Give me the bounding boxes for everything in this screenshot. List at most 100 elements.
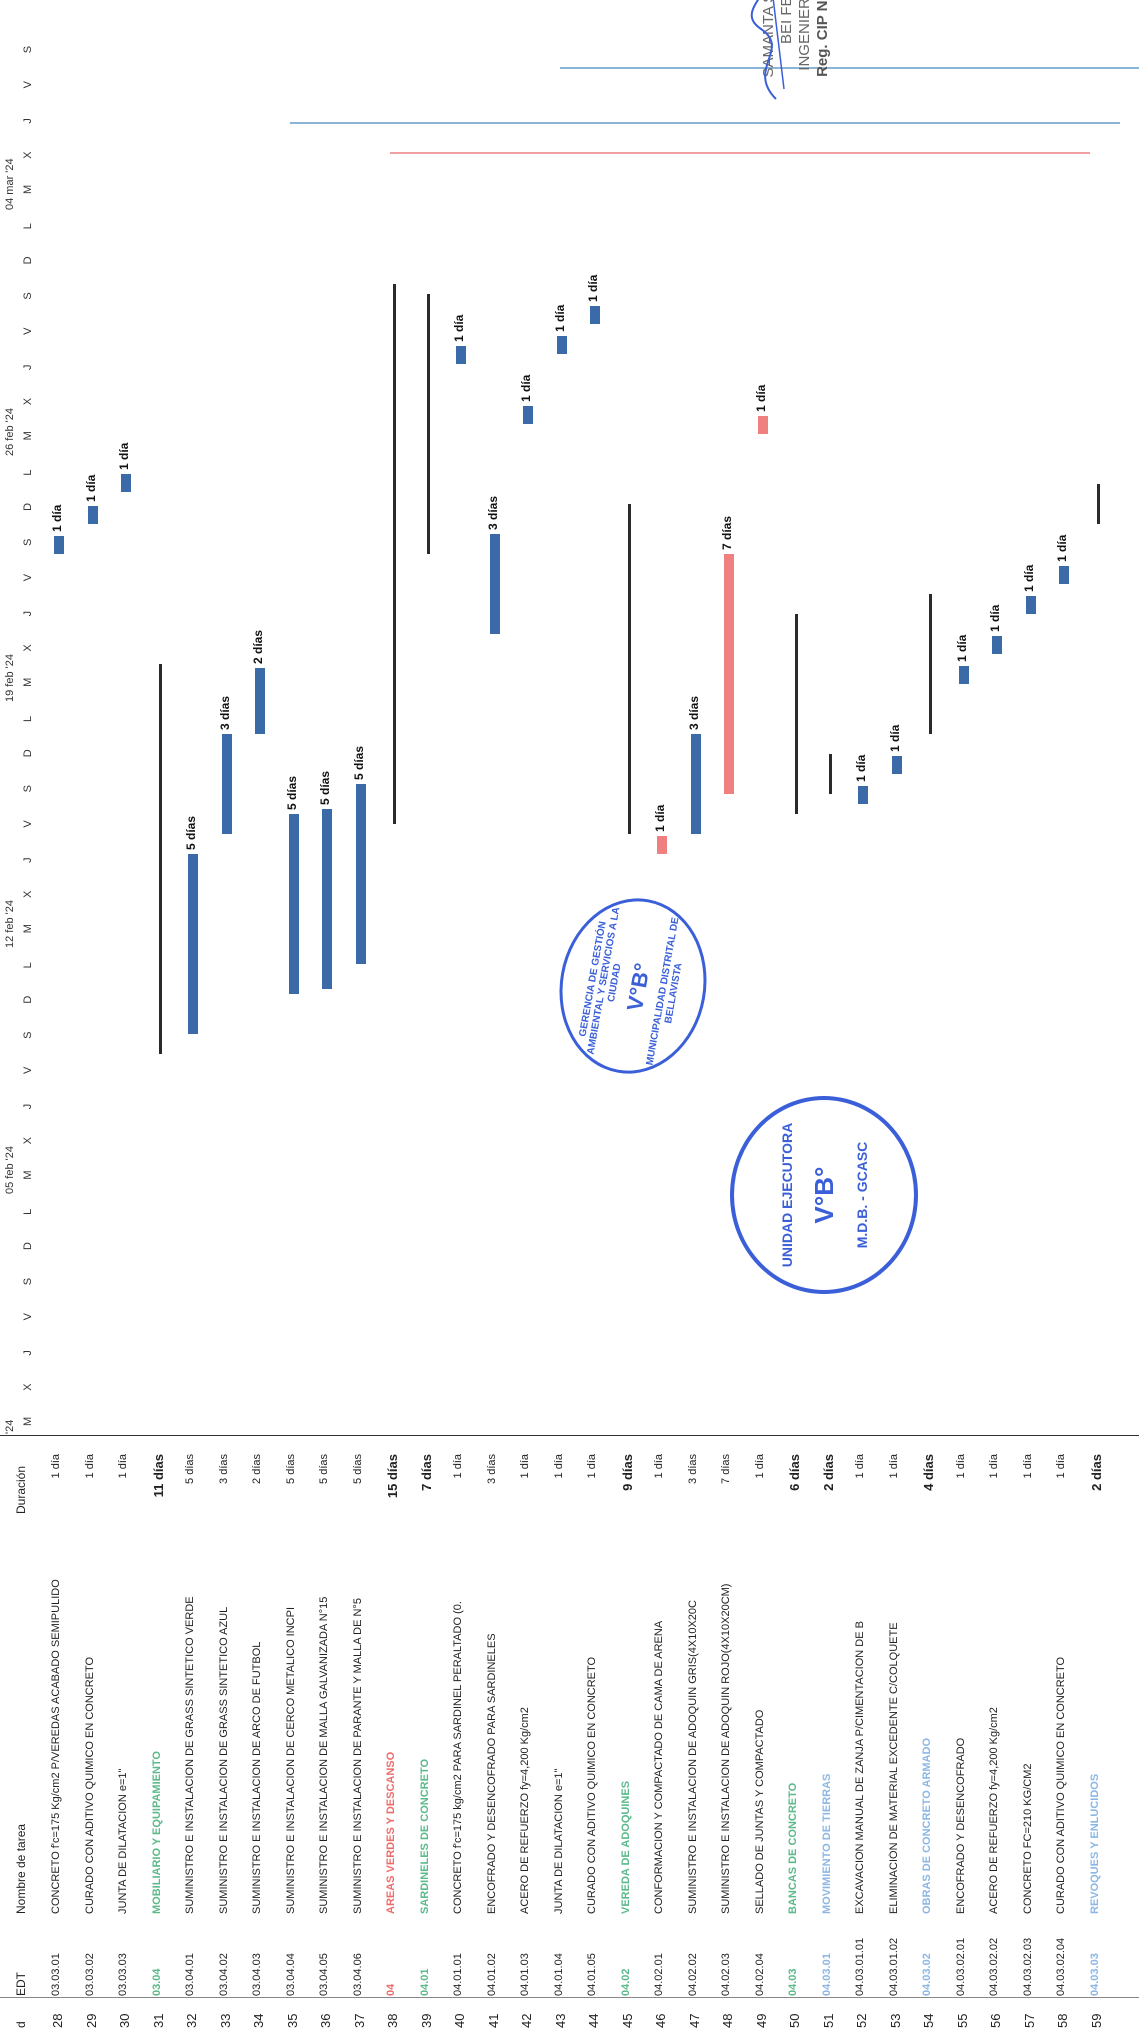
task-bar [959, 666, 969, 684]
row-duration: 1 día [955, 1454, 967, 1524]
table-row: 29 03.03.02 CURADO CON ADITIVO QUIMICO EN … [76, 1434, 110, 2034]
row-task-name: SUMINISTRO E INSTALACION DE MALLA GALVAN… [318, 1524, 330, 1914]
timeline-day: V [22, 81, 34, 88]
stamp-unidad-center: V°B° [809, 1110, 840, 1280]
row-task-name: ACERO DE REFUERZO fy=4,200 Kg/cm2 [519, 1524, 531, 1914]
timeline-day: X [22, 891, 34, 898]
table-row: 47 04.02.02 SUMINISTRO E INSTALACION DE AD… [679, 1434, 713, 2034]
row-edt: 03.04.06 [352, 1916, 364, 1996]
bar-duration-label: 3 días [687, 696, 701, 730]
row-edt: 03.04.02 [218, 1916, 230, 1996]
table-row: 48 04.02.03 SUMINISTRO E INSTALACION DE AD… [712, 1434, 746, 2034]
timeline-week: 26 feb '24 [4, 408, 16, 456]
table-row: 56 04.03.02.02 ACERO DE REFUERZO fy=4,200 … [980, 1434, 1014, 2034]
row-id: 43 [553, 1998, 568, 2028]
timeline-day: M [22, 924, 34, 933]
row-edt: 03.04.03 [251, 1916, 263, 1996]
row-task-name: SUMINISTRO E INSTALACION DE GRASS SINTET… [184, 1524, 196, 1914]
row-edt: 04.02.04 [754, 1916, 766, 1996]
row-edt: 04.01.04 [553, 1916, 565, 1996]
row-task-name: JUNTA DE DILATACION e=1" [117, 1524, 129, 1914]
timeline-day: D [22, 1242, 34, 1250]
row-edt: 04.03.02 [921, 1916, 933, 1996]
task-bar [188, 854, 198, 1034]
timeline-day: J [22, 118, 34, 124]
row-id: 51 [821, 1998, 836, 2028]
row-edt: 03.03.01 [50, 1916, 62, 1996]
table-row: 59 04.03.03 REVOQUES Y ENLUCIDOS 2 días [1081, 1434, 1115, 2034]
row-task-name: EXCAVACION MANUAL DE ZANJA P/CIMENTACION… [854, 1524, 866, 1914]
bar-duration-label: 1 día [988, 605, 1002, 632]
row-id: 38 [385, 1998, 400, 2028]
bar-duration-label: 1 día [50, 505, 64, 532]
timeline-day: L [22, 962, 34, 968]
row-duration: 2 días [1089, 1454, 1104, 1524]
timeline-day: X [22, 398, 34, 405]
task-bar [456, 346, 466, 364]
row-edt: 04.02.02 [687, 1916, 699, 1996]
task-bar [1059, 566, 1069, 584]
row-duration: 1 día [1055, 1454, 1067, 1524]
timeline-week: 04 mar '24 [4, 158, 16, 210]
row-edt: 04.03.02.02 [988, 1916, 1000, 1996]
row-task-name: SARDINELES DE CONCRETO [419, 1524, 431, 1914]
row-duration: 3 días [218, 1454, 230, 1524]
bar-duration-label: 3 días [486, 496, 500, 530]
row-edt: 03.04 [151, 1916, 163, 1996]
timeline-day: D [22, 256, 34, 264]
row-id: 48 [720, 1998, 735, 2028]
table-row: 33 03.04.02 SUMINISTRO E INSTALACION DE GR… [210, 1434, 244, 2034]
bar-duration-label: 1 día [519, 375, 533, 402]
bar-duration-label: 1 día [1055, 535, 1069, 562]
row-task-name: CONCRETO FC=210 KG/CM2 [1022, 1524, 1034, 1914]
row-task-name: SUMINISTRO E INSTALACION DE GRASS SINTET… [218, 1524, 230, 1914]
engineer-cip: Reg. CIP N° 211980 [814, 0, 832, 109]
timeline-day: V [22, 327, 34, 334]
bar-duration-label: 1 día [553, 305, 567, 332]
row-edt: 04.01 [419, 1916, 431, 1996]
task-bar [54, 536, 64, 554]
timeline-day: J [22, 611, 34, 617]
row-task-name: MOVIMIENTO DE TIERRAS [821, 1524, 833, 1914]
row-task-name: SUMINISTRO E INSTALACION DE PARANTE Y MA… [352, 1524, 364, 1914]
task-bar [255, 668, 265, 734]
timeline-day: V [22, 820, 34, 827]
bar-duration-label: 7 días [720, 516, 734, 550]
row-edt: 04.02.03 [720, 1916, 732, 1996]
table-row: 52 04.03.01.01 EXCAVACION MANUAL DE ZANJA … [846, 1434, 880, 2034]
task-bar [88, 506, 98, 524]
timeline-day: J [22, 365, 34, 371]
timeline-day: M [22, 1417, 34, 1426]
task-bar [858, 786, 868, 804]
row-id: 52 [854, 1998, 869, 2028]
row-duration: 15 días [385, 1454, 400, 1524]
timeline-week: 05 feb '24 [4, 1146, 16, 1194]
row-duration: 1 día [988, 1454, 1000, 1524]
task-bar [222, 734, 232, 834]
row-duration: 1 día [586, 1454, 598, 1524]
table-row: 42 04.01.03 ACERO DE REFUERZO fy=4,200 Kg/… [511, 1434, 545, 2034]
row-duration: 11 días [151, 1454, 166, 1524]
row-duration: 5 días [285, 1454, 297, 1524]
row-duration: 1 día [50, 1454, 62, 1524]
bar-duration-label: 1 día [955, 635, 969, 662]
row-task-name: ENCOFRADO Y DESENCOFRADO [955, 1524, 967, 1914]
bar-duration-label: 5 días [184, 816, 198, 850]
row-id: 55 [955, 1998, 970, 2028]
row-id: 32 [184, 1998, 199, 2028]
row-edt: 03.03.03 [117, 1916, 129, 1996]
row-edt: 04.03.01.01 [854, 1916, 866, 1996]
row-task-name: VEREDA DE ADOQUINES [620, 1524, 632, 1914]
task-bar [1026, 596, 1036, 614]
row-id: 59 [1089, 1998, 1104, 2028]
row-task-name: OBRAS DE CONCRETO ARMADO [921, 1524, 933, 1914]
table-border [0, 1435, 1139, 1436]
summary-bar [929, 594, 932, 734]
signature-scribble [746, 0, 796, 109]
timeline-day: D [22, 996, 34, 1004]
row-id: 37 [352, 1998, 367, 2028]
row-duration: 1 día [84, 1454, 96, 1524]
timeline-day: L [22, 716, 34, 722]
